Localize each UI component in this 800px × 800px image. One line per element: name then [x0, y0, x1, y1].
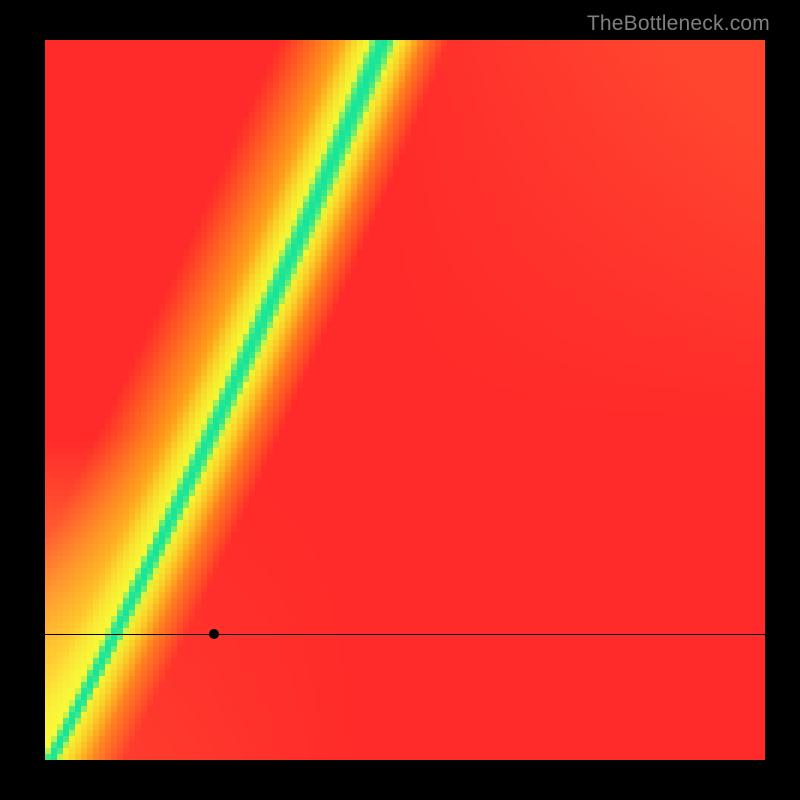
watermark-text: TheBottleneck.com	[587, 12, 770, 36]
heatmap-canvas	[45, 40, 765, 760]
crosshair-horizontal	[45, 634, 765, 635]
bottleneck-heatmap	[45, 40, 765, 760]
crosshair-marker	[209, 629, 219, 639]
